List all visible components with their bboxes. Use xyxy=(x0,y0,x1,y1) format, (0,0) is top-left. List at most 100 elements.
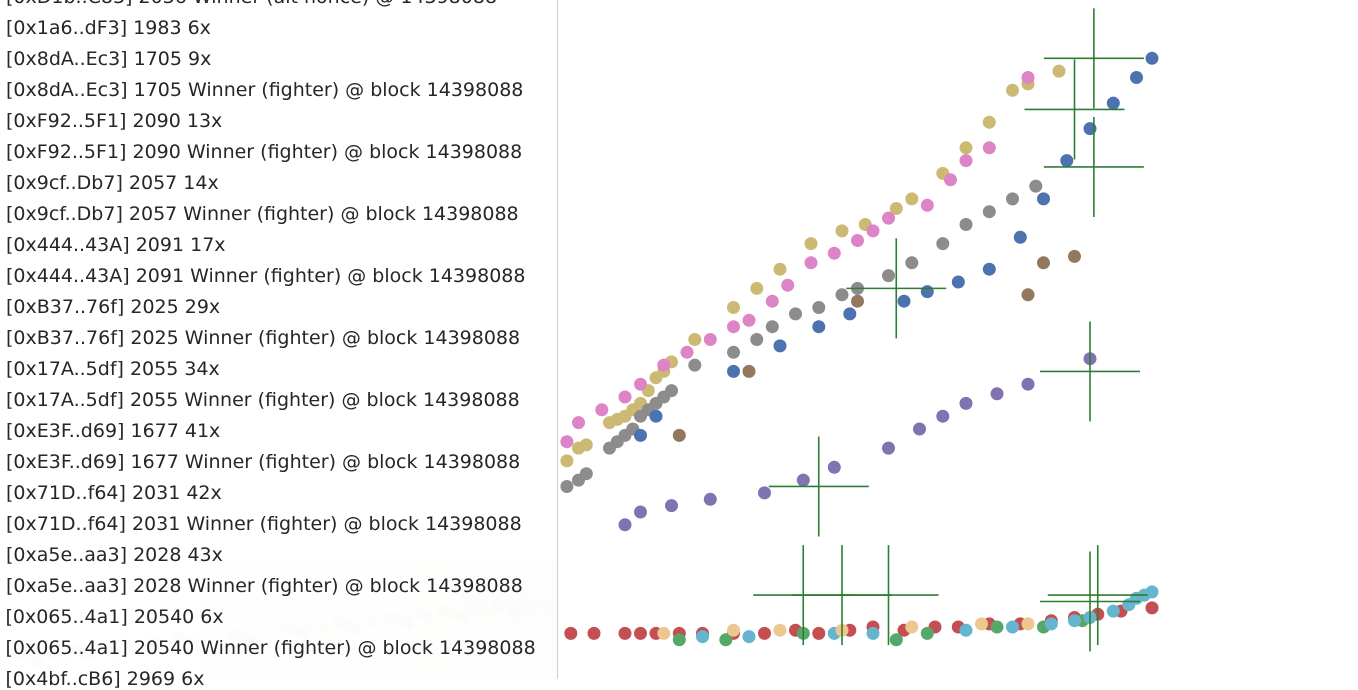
scatter-point-s3-p4 xyxy=(634,377,647,391)
scatter-point-s2-p10 xyxy=(1013,230,1027,244)
scatter-point-s8-p5 xyxy=(1006,620,1019,634)
scatter-point-s2-p12 xyxy=(1060,154,1074,168)
scatter-point-s3-p1 xyxy=(572,416,585,430)
scatter-point-s8-p7 xyxy=(1068,614,1081,628)
scatter-point-s5-p1 xyxy=(742,364,756,378)
scatter-point-s4-p11 xyxy=(990,387,1004,401)
scatter-point-s1-p2 xyxy=(579,467,593,481)
scatter-point-s8-p9 xyxy=(1106,604,1120,618)
scatter-point-s1-p13 xyxy=(727,345,740,359)
scatter-point-s0-p14 xyxy=(750,281,764,295)
scatter-point-s3-p2 xyxy=(595,403,609,417)
legend-entry-16: [0x71D..f64] 2031 42x xyxy=(6,482,222,504)
scatter-plot-area xyxy=(560,8,1159,652)
scatter-point-s0-p22 xyxy=(959,141,973,155)
scatter-point-s6-p1 xyxy=(587,626,601,640)
scatter-point-s3-p17 xyxy=(920,198,934,212)
scatter-point-s3-p18 xyxy=(944,173,957,187)
scatter-point-s3-p20 xyxy=(982,141,996,155)
legend-entry-18: [0xa5e..aa3] 2028 43x xyxy=(6,544,223,566)
legend-entry-21: ] [0x065..4a1] 20540 Winner (fighter) @ … xyxy=(0,637,536,659)
legend-entry-2: [0x8dA..Ec3] 1705 9x xyxy=(6,48,212,70)
scatter-point-s3-p0 xyxy=(560,435,574,449)
scatter-point-s1-p18 xyxy=(835,288,849,302)
scatter-point-s0-p2 xyxy=(579,438,593,452)
scatter-point-s6-p8 xyxy=(758,626,771,640)
scatter-point-s4-p10 xyxy=(959,396,973,410)
scatter-point-s7-p0 xyxy=(672,633,686,647)
scatter-point-s3-p9 xyxy=(742,313,756,327)
scatter-point-s2-p0 xyxy=(634,428,647,442)
scatter-point-s1-p16 xyxy=(789,307,802,321)
scatter-point-s3-p16 xyxy=(882,211,895,225)
scatter-point-s2-p7 xyxy=(920,285,934,299)
scatter-point-s2-p8 xyxy=(951,275,965,289)
scatter-point-s4-p8 xyxy=(913,422,926,436)
winner-crosshair-9 xyxy=(1040,551,1140,652)
scatter-point-s4-p6 xyxy=(827,460,841,474)
scatter-point-s1-p20 xyxy=(882,269,895,283)
scatter-point-s4-p3 xyxy=(703,492,717,506)
scatter-point-s0-p0 xyxy=(560,454,574,468)
scatter-point-s6-p10 xyxy=(812,626,826,640)
scatter-point-s8-p4 xyxy=(959,623,973,637)
legend-entry-8: [0x444..43A] 2091 17x xyxy=(6,234,226,256)
scatter-point-s0-p15 xyxy=(773,262,787,276)
scatter-point-s2-p9 xyxy=(982,262,996,276)
scatter-point-s1-p22 xyxy=(936,237,950,251)
scatter-point-s0-p12 xyxy=(688,333,702,346)
scatter-point-s1-p0 xyxy=(560,480,574,493)
scatter-point-s7-p3 xyxy=(889,633,903,647)
legend-entry-12: [0x17A..5df] 2055 34x xyxy=(6,358,220,380)
legend-entry-1: [0x1a6..dF3] 1983 6x xyxy=(6,17,211,39)
scatter-point-s1-p12 xyxy=(688,358,702,372)
scatter-point-s9-p6 xyxy=(1021,617,1035,631)
scatter-point-s6-p3 xyxy=(634,626,647,640)
winner-crosshair-8 xyxy=(838,545,939,646)
scatter-point-s1-p21 xyxy=(905,256,919,270)
scatter-point-s1-p11 xyxy=(665,384,678,398)
scatter-point-s4-p0 xyxy=(618,518,632,532)
scatter-point-s3-p7 xyxy=(703,333,717,346)
scatter-point-s5-p0 xyxy=(672,428,686,442)
scatter-point-s4-p4 xyxy=(758,486,771,500)
legend-entry-3: [0x8dA..Ec3] 1705 Winner (fighter) @ blo… xyxy=(6,79,524,101)
chart-legend: [0xD1b..C83] 2036 Winner (alt nonce) @ 1… xyxy=(0,0,558,690)
scatter-point-s2-p2 xyxy=(727,364,740,378)
scatter-point-s3-p6 xyxy=(680,345,694,359)
legend-entry-7: [0x9cf..Db7] 2057 Winner (fighter) @ blo… xyxy=(6,203,519,225)
winner-crosshair-2 xyxy=(1043,116,1144,217)
scatter-point-s7-p1 xyxy=(719,633,733,647)
legend-entry-9: [0x444..43A] 2091 Winner (fighter) @ blo… xyxy=(6,265,526,287)
scatter-point-s0-p13 xyxy=(727,301,740,314)
scatter-point-s8-p6 xyxy=(1044,617,1058,631)
legend-entry-22: ] [0x4bf..cB6] 2969 6x xyxy=(0,668,205,690)
scatter-point-s3-p8 xyxy=(727,320,740,334)
legend-entry-10: [0xB37..76f] 2025 29x xyxy=(6,296,221,318)
scatter-point-s2-p14 xyxy=(1106,96,1120,110)
scatter-point-s3-p3 xyxy=(618,390,632,404)
scatter-point-s5-p2 xyxy=(851,294,864,308)
scatter-point-s3-p12 xyxy=(804,256,818,270)
scatter-point-s2-p1 xyxy=(649,409,663,423)
scatter-point-s9-p4 xyxy=(905,620,919,634)
scatter-point-s2-p5 xyxy=(843,307,857,321)
scatter-point-s4-p1 xyxy=(634,505,647,519)
scatter-point-s1-p23 xyxy=(959,218,973,231)
scatter-point-s3-p11 xyxy=(781,278,795,292)
scatter-point-s1-p14 xyxy=(750,333,764,346)
scatter-point-s4-p12 xyxy=(1021,377,1035,391)
scatter-point-s8-p1 xyxy=(742,630,756,644)
scatter-point-s0-p20 xyxy=(905,192,919,206)
scatter-point-s3-p14 xyxy=(851,234,864,247)
legend-entry-4: [0xF92..5F1] 2090 13x xyxy=(6,110,223,132)
scatter-point-s0-p16 xyxy=(804,237,818,251)
scatter-point-s8-p3 xyxy=(866,626,880,640)
scatter-point-s4-p2 xyxy=(665,499,678,513)
scatter-point-s5-p5 xyxy=(1021,288,1035,302)
scatter-point-s7-p4 xyxy=(920,626,934,640)
legend-entry-6: [0x9cf..Db7] 2057 14x xyxy=(6,172,219,194)
scatter-point-s3-p15 xyxy=(866,224,880,238)
scatter-point-s3-p13 xyxy=(827,246,841,260)
scatter-point-s3-p5 xyxy=(657,358,671,372)
